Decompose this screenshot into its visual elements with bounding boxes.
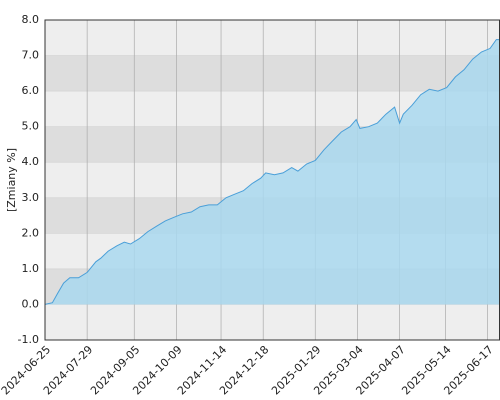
y-tick-label: 7.0 <box>22 49 40 62</box>
y-tick-label: 5.0 <box>22 120 40 133</box>
y-tick-label: -1.0 <box>18 333 39 346</box>
plot <box>44 39 500 305</box>
y-tick-label: 4.0 <box>22 155 40 168</box>
y-tick-label: 8.0 <box>22 13 40 26</box>
area <box>45 39 500 305</box>
y-axis-label: [Zmiany %] <box>5 148 18 212</box>
y-tick-label: 2.0 <box>22 226 40 239</box>
y-tick-label: 3.0 <box>22 191 40 204</box>
band <box>45 55 500 92</box>
y-tick-label: 1.0 <box>22 262 40 275</box>
y-tick-label: 6.0 <box>22 84 40 97</box>
y-tick-label: 0.0 <box>22 297 40 310</box>
line <box>44 39 500 305</box>
